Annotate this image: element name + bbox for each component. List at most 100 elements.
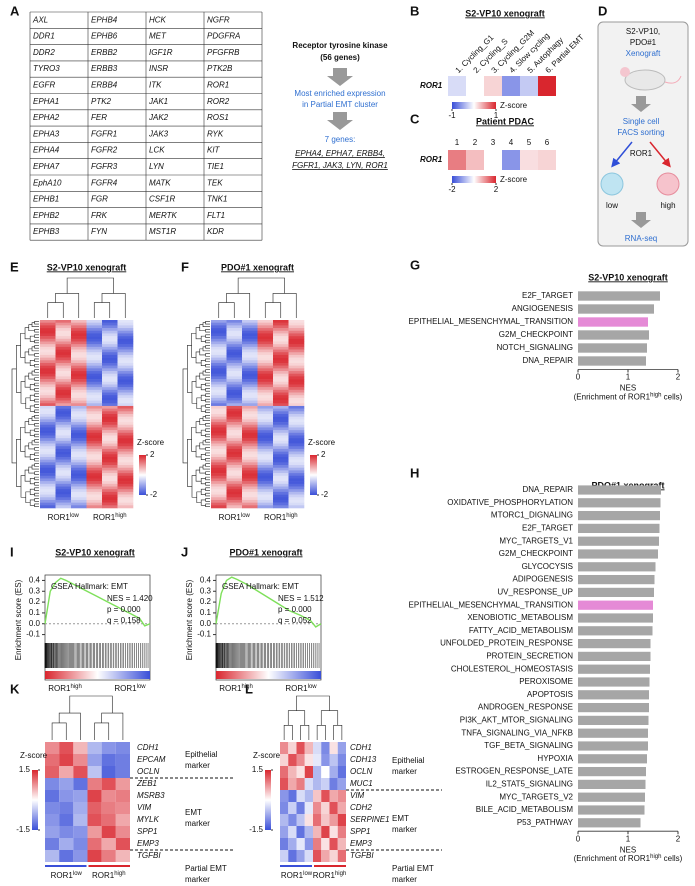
heatmap-texture <box>226 352 243 356</box>
heatmap-texture <box>226 440 243 444</box>
heatmap-texture <box>86 448 103 452</box>
heatmap-texture <box>226 435 243 439</box>
dendrogram <box>205 334 210 338</box>
heatmap-texture <box>40 330 56 334</box>
heatmap-cell <box>73 778 88 790</box>
heatmap-texture <box>226 373 243 377</box>
heatmap-texture <box>273 397 289 401</box>
gsea-stat: NES = 1.420 <box>107 594 153 603</box>
heatmap-texture <box>102 481 118 485</box>
cell-icon <box>656 172 680 196</box>
heatmap-cell <box>329 778 338 790</box>
heatmap-texture <box>71 346 87 350</box>
dendrogram <box>34 404 39 408</box>
heatmap-texture <box>55 381 72 385</box>
heatmap-texture <box>273 459 289 463</box>
heatmap-cell <box>296 850 305 862</box>
heatmap-texture <box>86 349 103 353</box>
heatmap-texture <box>40 470 56 474</box>
y-tick-label: 0.4 <box>29 576 41 585</box>
heatmap-texture <box>257 403 274 407</box>
dendrogram <box>34 471 39 475</box>
gene-label: MSRB3 <box>137 791 165 800</box>
heatmap-cell <box>115 814 130 826</box>
heatmap-texture <box>288 408 305 412</box>
heatmap-texture <box>242 379 258 383</box>
heatmap-texture <box>86 405 103 409</box>
table-cell: FGFR3 <box>91 162 118 171</box>
heatmap-texture <box>117 430 134 434</box>
table-cell: NGFR <box>207 15 230 24</box>
heatmap-texture <box>86 395 103 399</box>
heatmap-texture <box>211 499 227 503</box>
heatmap-title: S2-VP10 xenograft <box>47 262 127 272</box>
heatmap-texture <box>55 438 72 442</box>
heatmap-title: S2-VP10 xenograft <box>465 8 545 18</box>
group-label-part: low <box>70 513 80 519</box>
dendrogram <box>29 429 35 436</box>
heatmap-texture <box>242 395 258 399</box>
heatmap-texture <box>71 483 87 487</box>
heatmap-texture <box>40 395 56 399</box>
heatmap-texture <box>273 389 289 393</box>
heatmap-texture <box>86 438 103 442</box>
heatmap-texture <box>71 384 87 388</box>
category-label: DNA_REPAIR <box>522 485 573 494</box>
heatmap-texture <box>117 478 134 482</box>
heatmap-cell <box>296 766 305 778</box>
heatmap-texture <box>242 408 258 412</box>
heatmap-cell <box>59 826 74 838</box>
group-name: Epithelial <box>185 750 218 759</box>
heatmap-texture <box>288 341 305 345</box>
heatmap-texture <box>288 322 305 326</box>
dendrogram <box>24 445 31 458</box>
heatmap-cell <box>280 754 289 766</box>
heatmap-cell <box>520 150 538 170</box>
category-label: TGF_BETA_SIGNALING <box>484 741 573 750</box>
colorbar <box>32 770 38 830</box>
x-tick-label: 0 <box>576 373 581 382</box>
heatmap-cell <box>329 814 338 826</box>
heatmap-texture <box>117 486 134 490</box>
dendrogram <box>205 404 210 408</box>
group-name: marker <box>392 767 417 776</box>
plot-frame <box>44 574 151 681</box>
heatmap-texture <box>257 478 274 482</box>
bar <box>578 626 653 636</box>
heatmap-texture <box>117 408 134 412</box>
plot-frame <box>215 574 322 681</box>
heatmap-texture <box>102 427 118 431</box>
heatmap-texture <box>55 499 72 503</box>
heatmap-texture <box>40 454 56 458</box>
heatmap-texture <box>288 414 305 417</box>
heatmap-texture <box>211 486 227 490</box>
heatmap-texture <box>102 435 118 439</box>
dendrogram <box>195 375 202 388</box>
table-cell: EPHB6 <box>91 32 118 41</box>
heatmap-texture <box>71 360 87 364</box>
dendrogram <box>29 453 35 460</box>
dendrogram <box>205 358 210 362</box>
gsea-stat: p = 0.000 <box>107 605 141 614</box>
heatmap-cell <box>101 826 116 838</box>
heatmap-texture <box>242 454 258 458</box>
category-label: GLYCOCYSIS <box>522 562 573 571</box>
heatmap-texture <box>71 352 87 356</box>
heatmap-texture <box>257 486 274 490</box>
heatmap-texture <box>117 422 134 426</box>
heatmap-title: PDO#1 xenograft <box>221 262 294 272</box>
group-name: marker <box>392 875 417 884</box>
flow-step: in Partial EMT cluster <box>302 100 378 109</box>
heatmap-texture <box>40 400 56 404</box>
heatmap-texture <box>288 470 305 474</box>
table-cell: AXL <box>32 15 48 24</box>
heatmap-texture <box>211 465 227 469</box>
heatmap-cell <box>313 778 322 790</box>
heatmap-texture <box>40 333 56 337</box>
flow-heading: Receptor tyrosine kinase <box>292 41 388 50</box>
dendrogram <box>205 458 210 462</box>
colorbar-tick-label: -2 <box>448 185 456 194</box>
heatmap-texture <box>55 320 72 323</box>
dendrogram <box>195 421 202 434</box>
heatmap-texture <box>71 424 87 428</box>
